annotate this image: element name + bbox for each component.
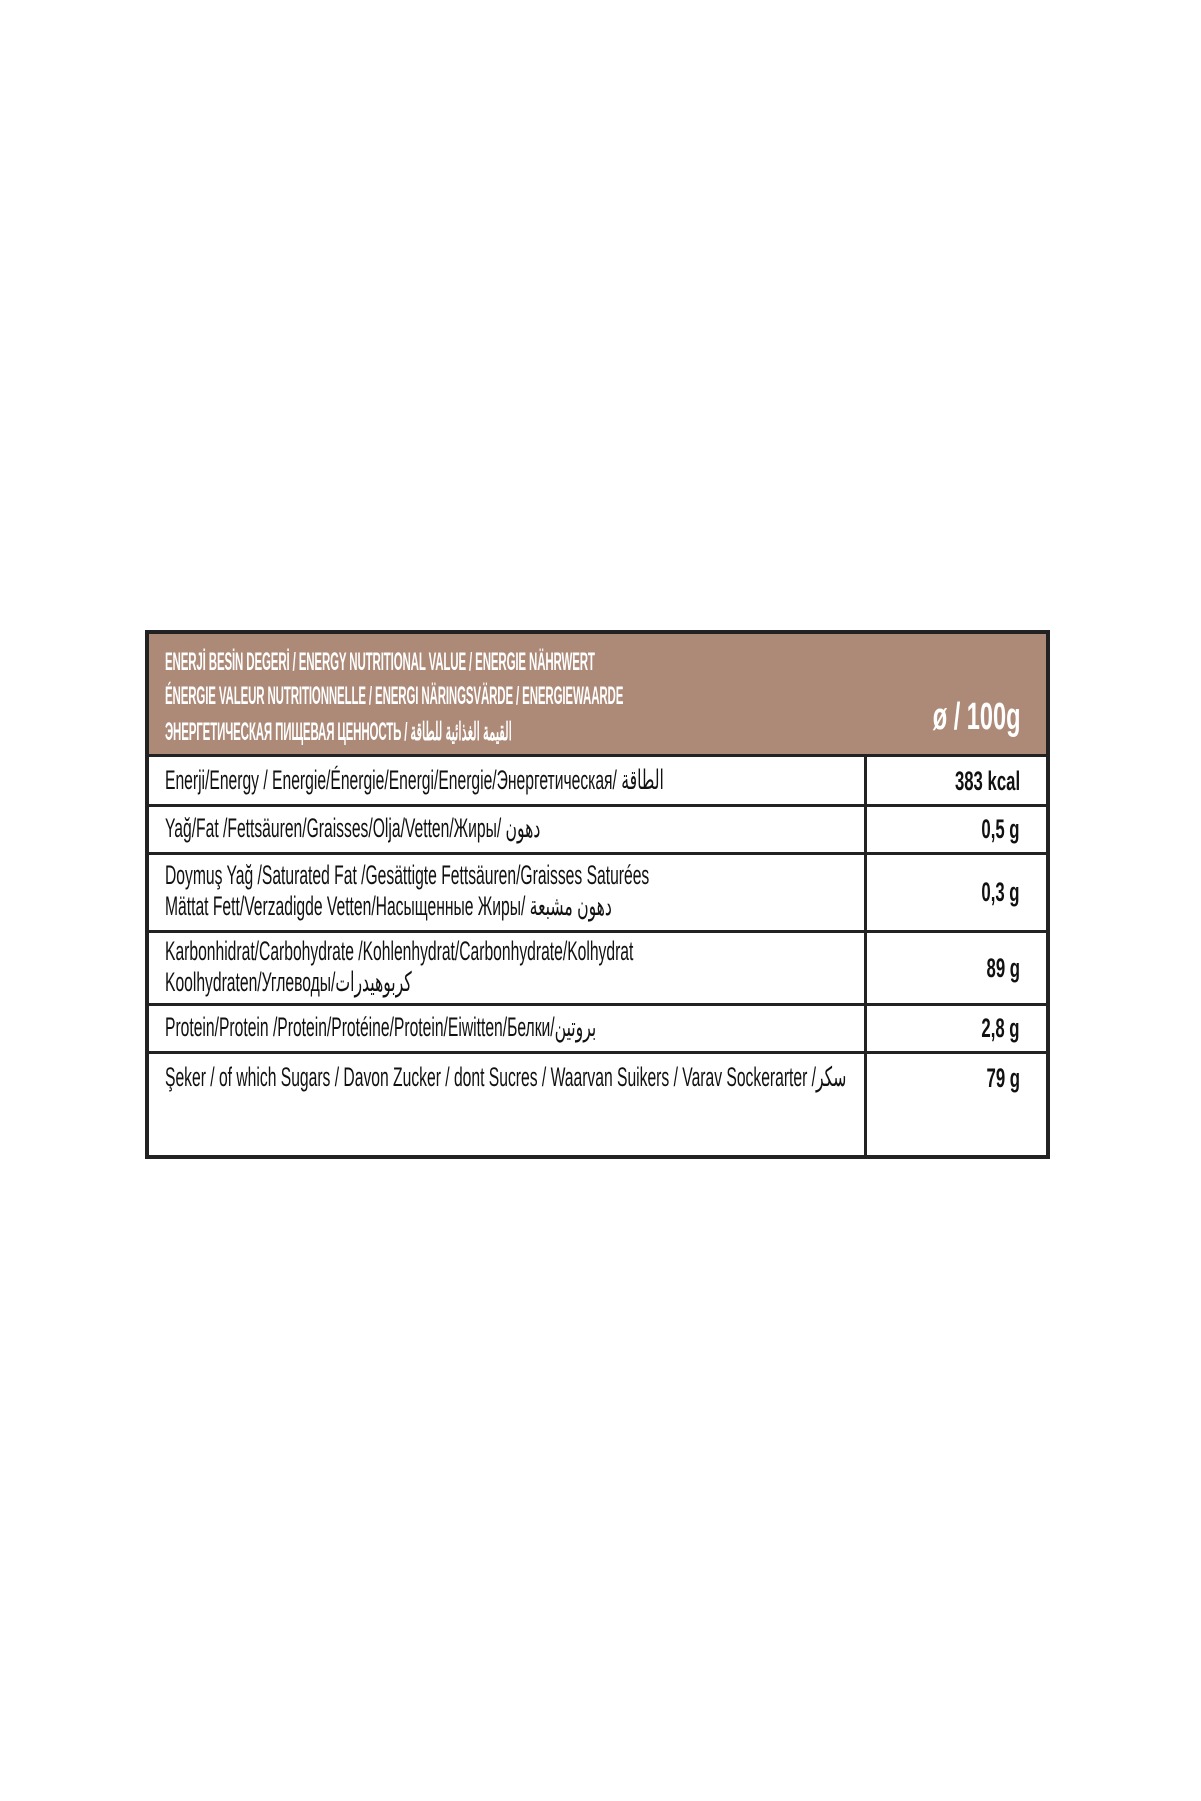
nutrition-table: ENERJİ BESİN DEGERİ / ENERGY NUTRITIONAL… — [145, 630, 1050, 1159]
table-row: Karbonhidrat/Carbohydrate /Kohlenhydrat/… — [149, 933, 1046, 1006]
nutrient-value: 2,8 g — [981, 1013, 1020, 1043]
nutrient-value: 0,5 g — [981, 814, 1020, 844]
nutrient-label: Yağ/Fat /Fettsäuren/Graisses/Olja/Vetten… — [165, 813, 541, 843]
nutrient-value: 79 g — [986, 1063, 1020, 1093]
nutrient-label: Mättat Fett/Verzadigde Vetten/Насыщенные… — [165, 891, 612, 921]
table-row: Doymuş Yağ /Saturated Fat /Gesättigte Fe… — [149, 855, 1046, 933]
column-divider — [864, 757, 867, 1155]
per-100g-label: ø / 100g — [932, 696, 1020, 738]
header-line: ЭНЕРГЕТИЧЕСКАЯ ПИЩЕВАЯ ЦЕННОСТЬ / القيمة… — [165, 718, 512, 746]
nutrient-value: 383 kcal — [954, 766, 1020, 796]
nutrient-label: Şeker / of which Sugars / Davon Zucker /… — [165, 1062, 847, 1092]
header-line: ÉNERGIE VALEUR NUTRITIONNELLE / ENERGI N… — [165, 682, 624, 710]
table-header: ENERJİ BESİN DEGERİ / ENERGY NUTRITIONAL… — [149, 634, 1046, 757]
nutrient-label: Karbonhidrat/Carbohydrate /Kohlenhydrat/… — [165, 936, 634, 966]
table-row: Protein/Protein /Protein/Protéine/Protei… — [149, 1006, 1046, 1054]
nutrient-label: Doymuş Yağ /Saturated Fat /Gesättigte Fe… — [165, 860, 650, 890]
header-line: ENERJİ BESİN DEGERİ / ENERGY NUTRITIONAL… — [165, 648, 595, 676]
table-row: Enerji/Energy / Energie/Énergie/Energi/E… — [149, 757, 1046, 807]
table-row: Yağ/Fat /Fettsäuren/Graisses/Olja/Vetten… — [149, 807, 1046, 855]
nutrient-value: 89 g — [986, 953, 1020, 983]
nutrient-label: Protein/Protein /Protein/Protéine/Protei… — [165, 1012, 597, 1042]
nutrient-label: Koolhydraten/Углеводы/كربوهيدرات — [165, 967, 412, 997]
nutrient-value: 0,3 g — [981, 877, 1020, 907]
table-row: Şeker / of which Sugars / Davon Zucker /… — [149, 1054, 1046, 1155]
nutrient-label: Enerji/Energy / Energie/Énergie/Energi/E… — [165, 765, 664, 795]
